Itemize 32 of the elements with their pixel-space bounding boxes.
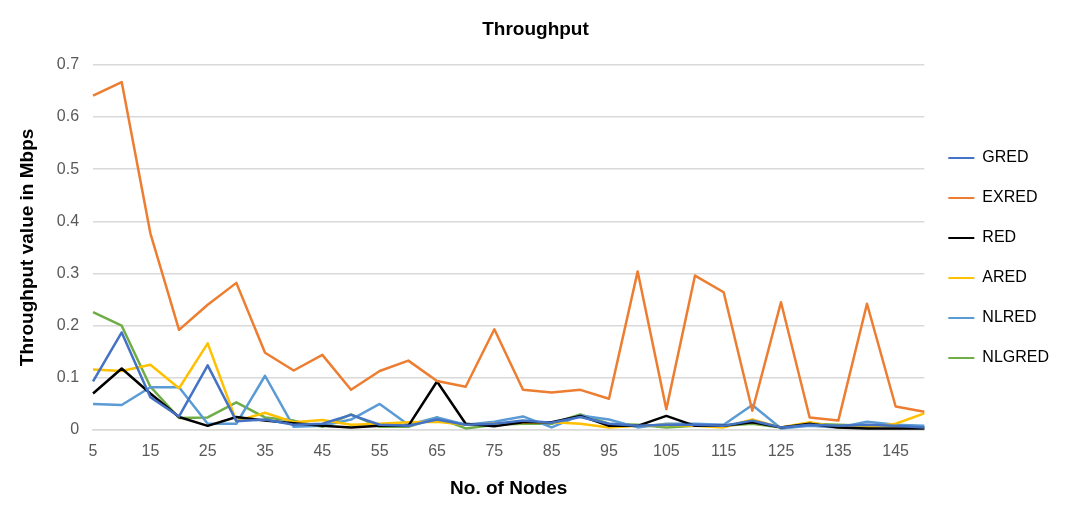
x-tick-label: 65 xyxy=(428,442,447,460)
legend-label: RED xyxy=(982,228,1017,246)
y-tick-label: 0 xyxy=(70,420,80,438)
x-tick-label: 45 xyxy=(313,442,332,460)
legend-label: ARED xyxy=(982,268,1027,286)
y-tick-label: 0.4 xyxy=(56,211,80,229)
x-tick-label: 55 xyxy=(370,442,389,460)
x-tick-label: 25 xyxy=(198,442,217,460)
y-axis-title: Throughput value in Mbps xyxy=(15,128,37,367)
x-axis-title: No. of Nodes xyxy=(450,476,568,498)
y-tick-label: 0.2 xyxy=(56,316,80,334)
x-tick-label: 95 xyxy=(600,442,619,460)
x-tick-label: 125 xyxy=(767,442,795,460)
y-tick-label: 0.6 xyxy=(56,107,80,125)
legend-label: GRED xyxy=(982,148,1029,166)
legend-label: NLRED xyxy=(982,308,1037,326)
x-tick-label: 85 xyxy=(542,442,561,460)
legend-label: NLGRED xyxy=(982,348,1050,366)
x-tick-label: 15 xyxy=(141,442,160,460)
y-tick-label: 0.3 xyxy=(56,263,80,281)
y-tick-label: 0.7 xyxy=(56,55,80,73)
chart-title: Throughput xyxy=(482,17,590,39)
x-tick-label: 115 xyxy=(710,442,737,460)
x-tick-label: 135 xyxy=(824,442,852,460)
y-tick-label: 0.1 xyxy=(56,368,80,386)
x-tick-label: 75 xyxy=(485,442,504,460)
x-tick-label: 5 xyxy=(88,442,98,460)
x-tick-label: 145 xyxy=(882,442,910,460)
y-tick-label: 0.5 xyxy=(56,159,80,177)
x-tick-label: 35 xyxy=(256,442,275,460)
x-tick-label: 105 xyxy=(652,442,680,460)
legend-label: EXRED xyxy=(982,188,1038,206)
